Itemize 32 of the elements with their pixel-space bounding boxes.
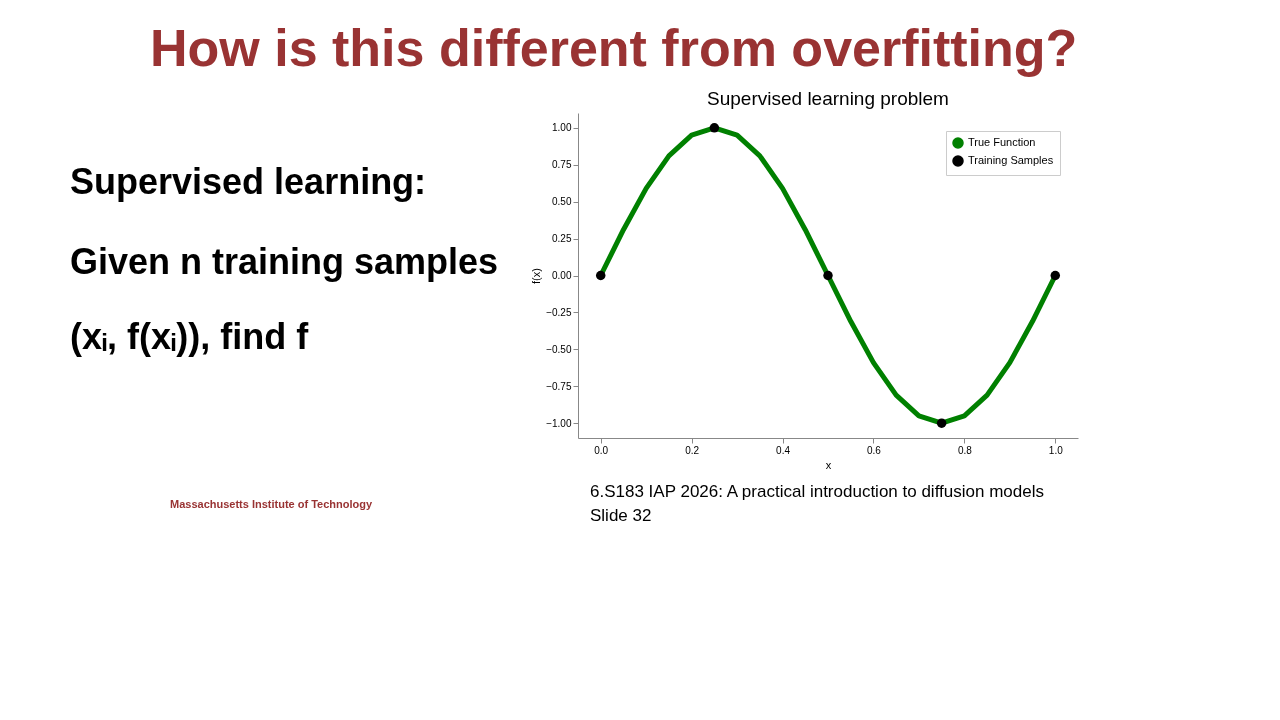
y-axis-title: f(x) [530,268,543,284]
y-tick-label: −1.00 [546,417,572,429]
x-tick-label: 0.4 [776,444,791,456]
legend-label: Training Samples [968,154,1054,166]
text: 6.S183 IAP 2026: A practical introduction to diffusion models [590,482,1044,501]
x-tick-label: 1.0 [1048,444,1064,456]
text: Supervised learning: [70,161,427,202]
text: Massachusetts Institute of Technology [170,498,373,510]
x-tick-label: 0.0 [594,444,609,456]
chart-title: Supervised learning problem [707,88,949,109]
legend-label: True Function [968,136,1036,148]
point [595,270,606,281]
text: Slide 32 [590,506,652,525]
y-tick-label: −0.25 [546,306,572,318]
point [936,418,947,428]
y-tick-label: 1.00 [552,122,572,134]
y-tick-label: −0.50 [546,343,572,355]
x-tick-label: 0.2 [685,444,700,456]
point [709,123,720,133]
y-tick-label: 0.00 [552,270,572,281]
x-axis-title: x [825,458,832,471]
point [823,270,833,281]
text: (xᵢ, f(xᵢ)), find f [70,316,310,357]
y-tick-label: 0.75 [552,159,572,171]
point [1050,270,1061,281]
y-tick-label: 0.50 [552,196,572,208]
text: Given n training samples [70,241,499,282]
text: How is this different from overfitting? [150,19,1078,77]
y-tick-label: −0.75 [546,380,572,392]
x-tick-label: 0.8 [957,444,973,456]
y-tick-label: 0.25 [552,233,572,245]
x-tick-label: 0.6 [867,444,882,456]
